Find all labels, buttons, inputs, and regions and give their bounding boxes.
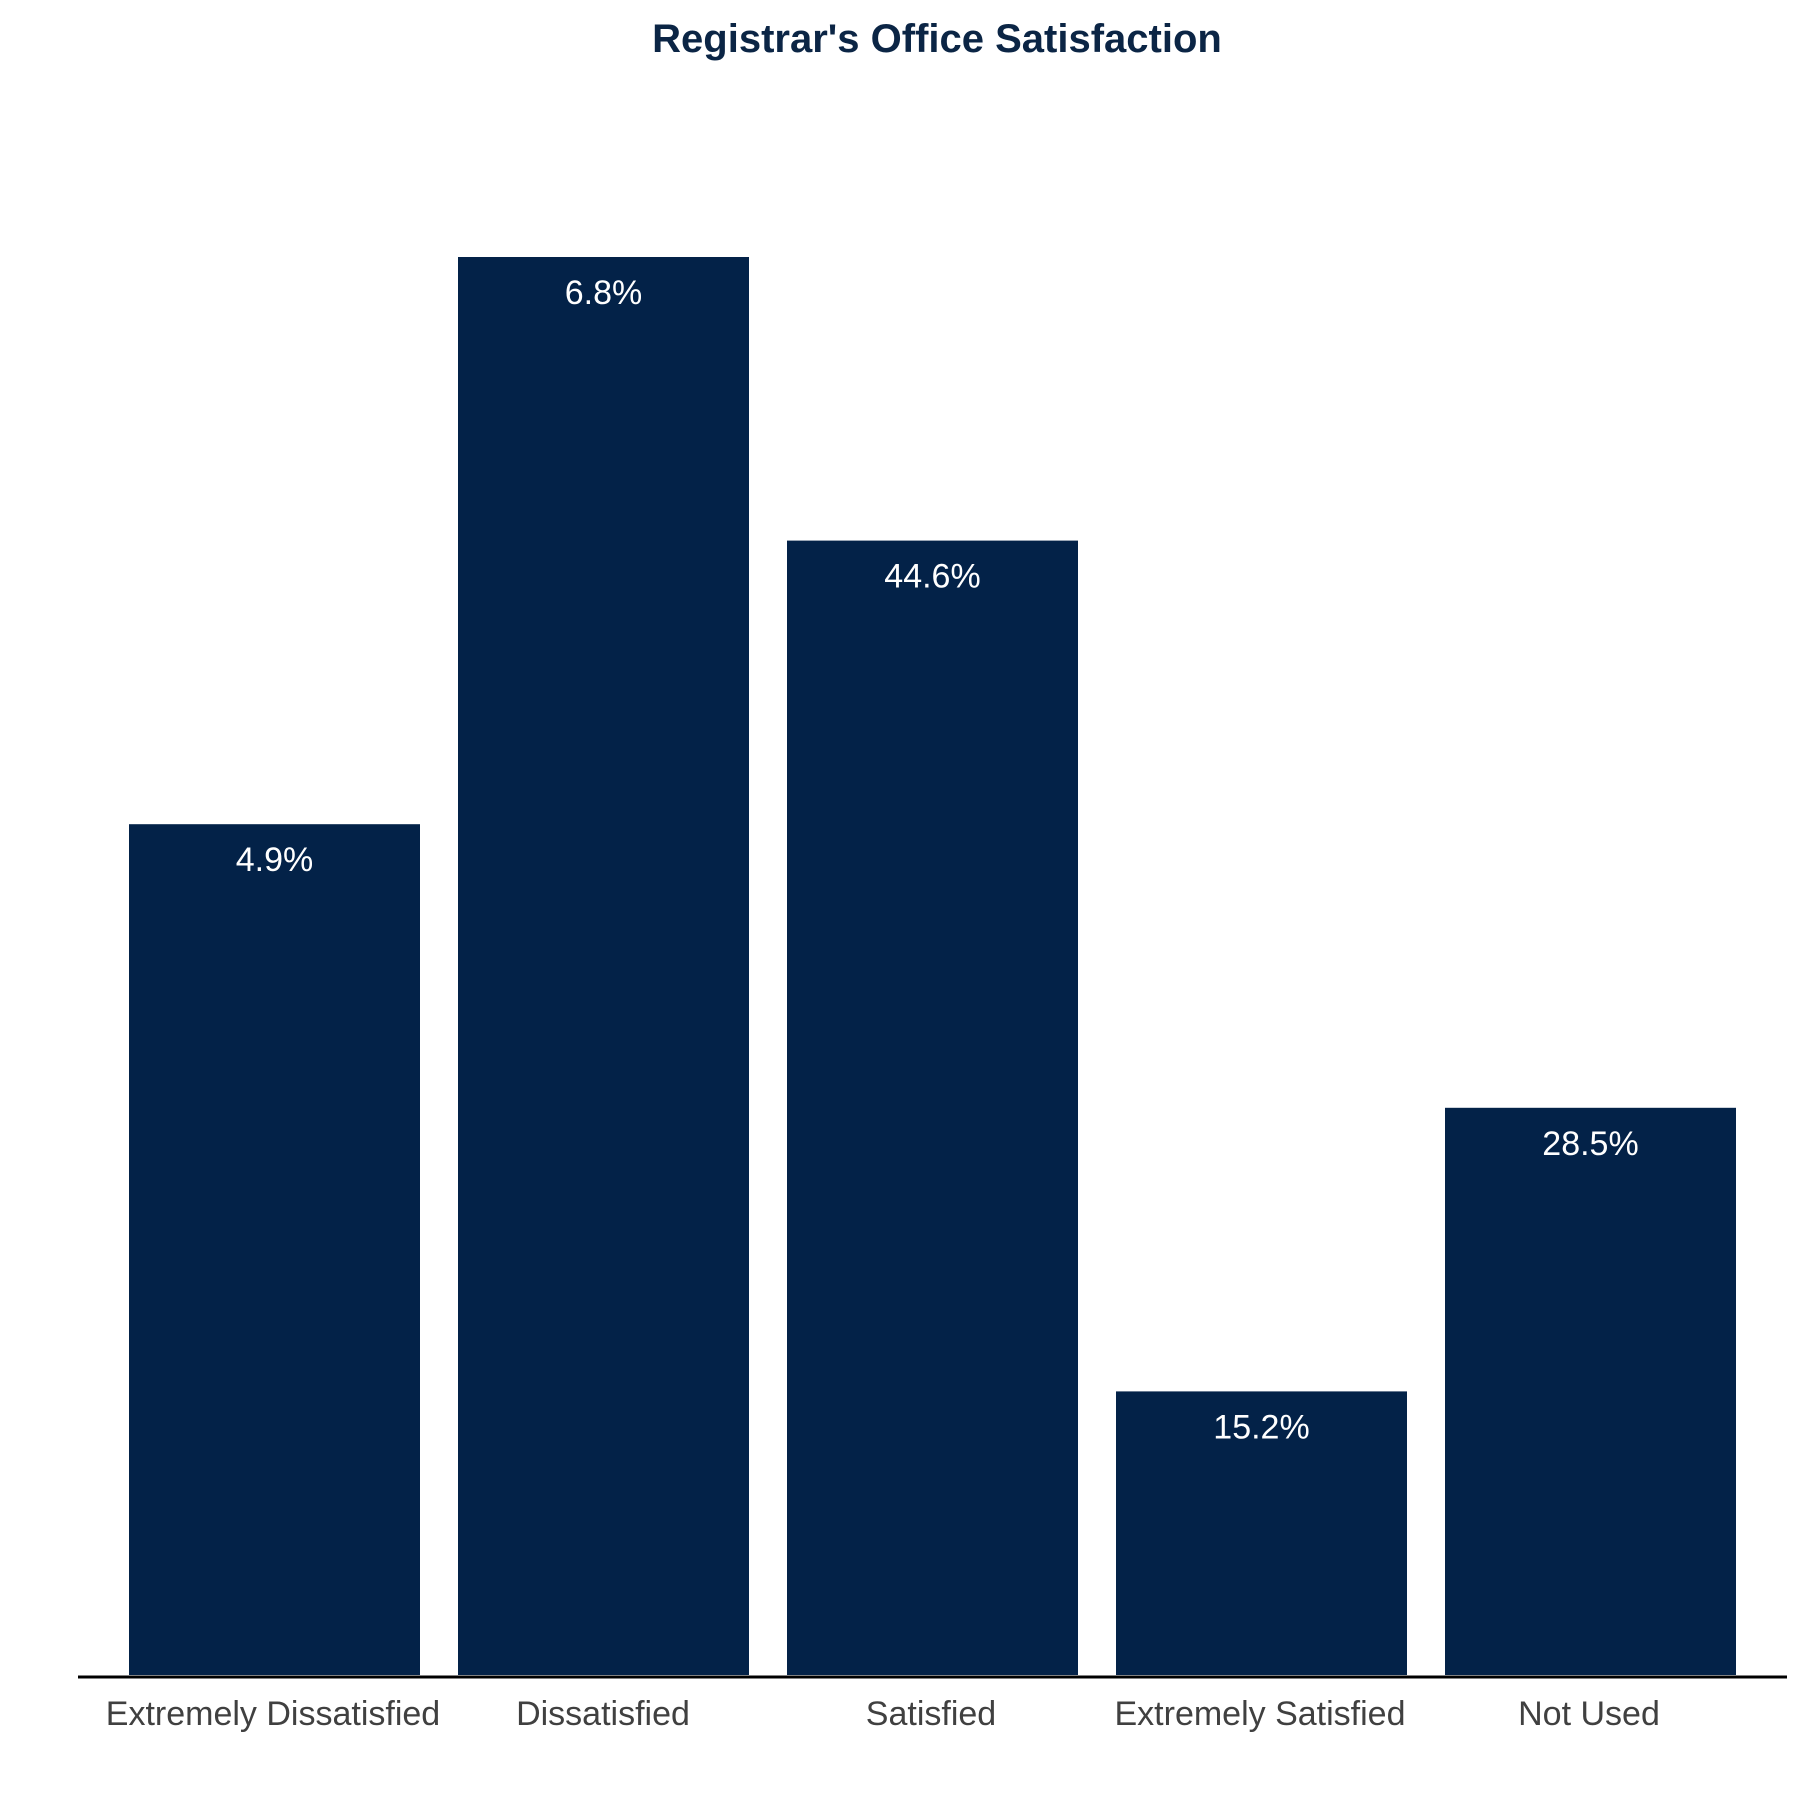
data-labels-group: 4.9% 6.8% 44.6% 15.2% 28.5%	[236, 274, 1639, 1446]
x-tick-label: Extremely Satisfied	[1115, 1695, 1406, 1733]
x-tick-label: Dissatisfied	[516, 1695, 690, 1733]
bar-extremely-satisfied	[1116, 1391, 1407, 1675]
x-tick-label: Not Used	[1518, 1695, 1660, 1733]
bar-not-used	[1445, 1107, 1736, 1675]
bar-value-label: 4.9%	[236, 841, 314, 879]
x-tick-label: Satisfied	[866, 1695, 996, 1733]
bar-value-label: 28.5%	[1542, 1125, 1638, 1163]
bar-value-label: 6.8%	[565, 274, 643, 312]
bar-value-label: 15.2%	[1213, 1408, 1309, 1446]
chart-title: Registrar's Office Satisfaction	[652, 17, 1222, 61]
bar-dissatisfied	[458, 257, 749, 1675]
bar-value-label: 44.6%	[884, 558, 980, 596]
bars-group	[129, 257, 1736, 1675]
x-tick-labels-group: Extremely Dissatisfied Dissatisfied Satisf…	[106, 1695, 1660, 1733]
x-tick-label: Extremely Dissatisfied	[106, 1695, 440, 1733]
bar-satisfied	[787, 540, 1078, 1675]
bar-extremely-dissatisfied	[129, 824, 420, 1675]
